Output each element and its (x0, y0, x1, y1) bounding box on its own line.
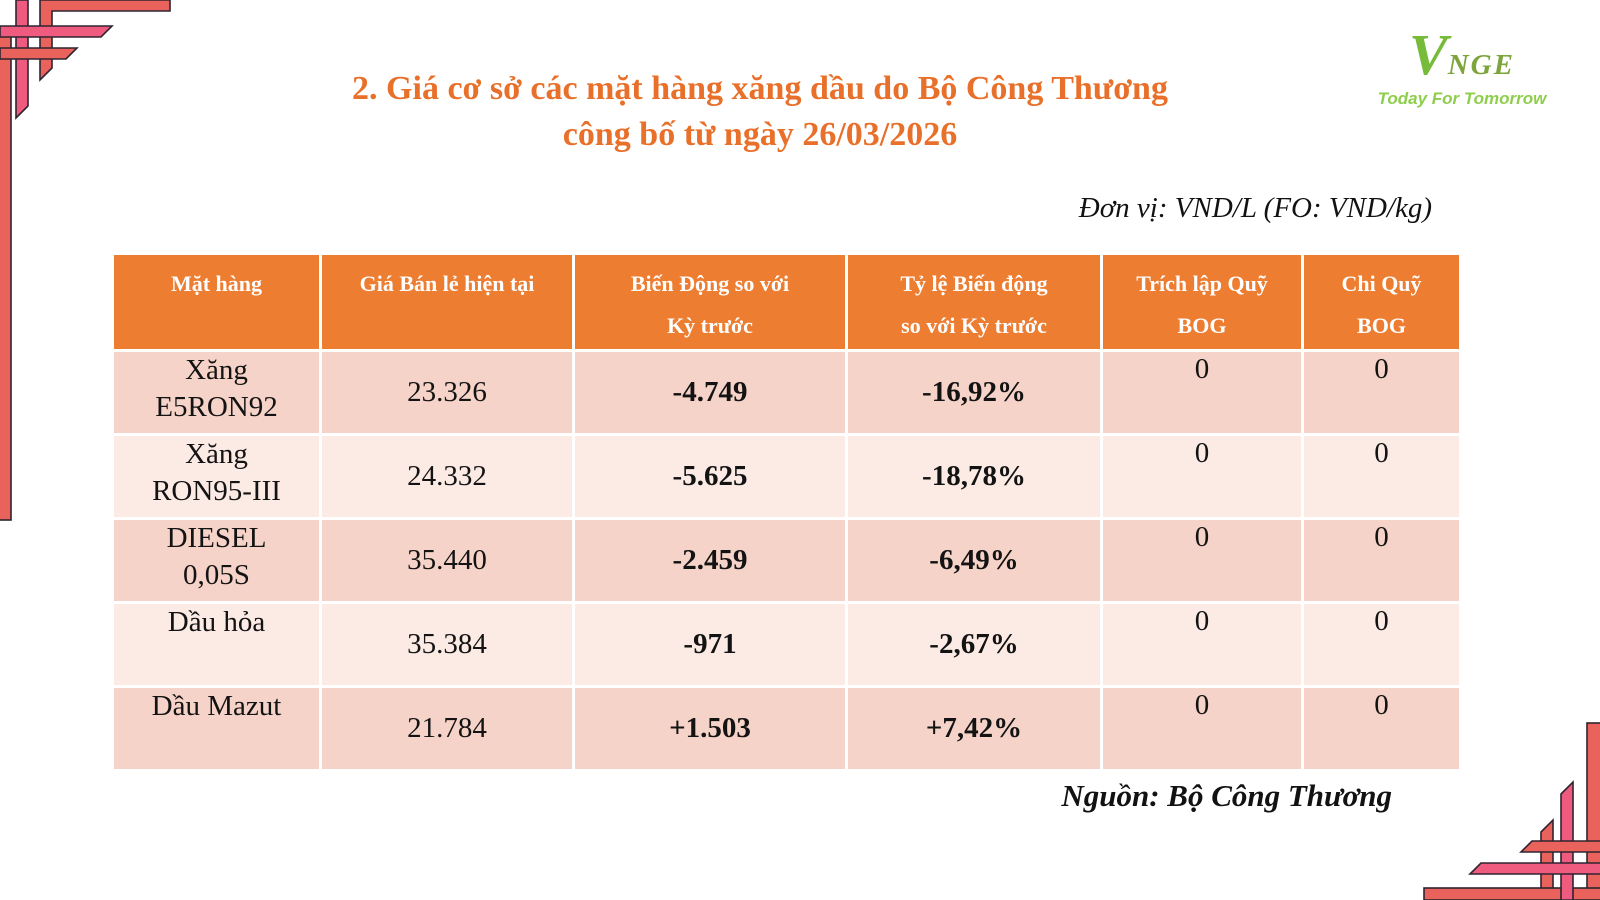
corner-ornament-bottom-right (1423, 722, 1600, 900)
page-title: 2. Giá cơ sở các mặt hàng xăng dầu do Bộ… (200, 66, 1320, 157)
cell-retail-price: 35.384 (322, 604, 572, 685)
column-header-bog-spend: Chi Quỹ BOG (1304, 255, 1459, 349)
price-table-body: Xăng E5RON92 23.326 -4.749 -16,92% 0 0 Xăng RON9… (114, 352, 1459, 769)
cell-change: -2.459 (575, 520, 845, 601)
cell-change: -5.625 (575, 436, 845, 517)
cell-change: +1.503 (575, 688, 845, 769)
cell-bog-spend: 0 (1304, 352, 1459, 433)
cell-bog-spend: 0 (1304, 436, 1459, 517)
brand-name: VNGE (1372, 26, 1552, 84)
cell-retail-price: 24.332 (322, 436, 572, 517)
cell-change-pct: -18,78% (848, 436, 1100, 517)
cell-retail-price: 23.326 (322, 352, 572, 433)
brand-name-rest: NGE (1447, 49, 1515, 81)
cell-bog-set-aside: 0 (1103, 604, 1301, 685)
column-header-change: Biến Động so với Kỳ trước (575, 255, 845, 349)
cell-retail-price: 21.784 (322, 688, 572, 769)
brand-tagline: Today For Tomorrow (1377, 89, 1547, 108)
brand-logo: VNGE Today For Tomorrow (1372, 26, 1552, 109)
cell-change-pct: +7,42% (848, 688, 1100, 769)
cell-retail-price: 35.440 (322, 520, 572, 601)
cell-change: -971 (575, 604, 845, 685)
table-row: Dầu hỏa 35.384 -971 -2,67% 0 0 (114, 604, 1459, 685)
price-table-head: Mặt hàng Giá Bán lẻ hiện tại Biến Động so … (114, 255, 1459, 349)
page-title-line2: công bố từ ngày 26/03/2026 (562, 115, 958, 153)
cell-bog-set-aside: 0 (1103, 436, 1301, 517)
cell-product-name: Dầu hỏa (114, 604, 319, 685)
table-row: Dầu Mazut 21.784 +1.503 +7,42% 0 0 (114, 688, 1459, 769)
table-row: DIESEL 0,05S 35.440 -2.459 -6,49% 0 0 (114, 520, 1459, 601)
column-header-retail-price: Giá Bán lẻ hiện tại (322, 255, 572, 349)
unit-note: Đơn vị: VND/L (FO: VND/kg) (1078, 192, 1432, 224)
price-table: Mặt hàng Giá Bán lẻ hiện tại Biến Động so … (111, 252, 1462, 772)
column-header-product: Mặt hàng (114, 255, 319, 349)
brand-v-mark: V (1409, 22, 1448, 87)
column-header-change-pct: Tỷ lệ Biến động so với Kỳ trước (848, 255, 1100, 349)
table-row: Xăng RON95-III 24.332 -5.625 -18,78% 0 0 (114, 436, 1459, 517)
cell-bog-spend: 0 (1304, 688, 1459, 769)
corner-ornament-top-left (0, 0, 171, 521)
cell-change-pct: -16,92% (848, 352, 1100, 433)
cell-bog-spend: 0 (1304, 604, 1459, 685)
page-title-line1: 2. Giá cơ sở các mặt hàng xăng dầu do Bộ… (352, 70, 1168, 107)
cell-change-pct: -6,49% (848, 520, 1100, 601)
cell-bog-set-aside: 0 (1103, 688, 1301, 769)
cell-bog-set-aside: 0 (1103, 352, 1301, 433)
column-header-bog-set-aside: Trích lập Quỹ BOG (1103, 255, 1301, 349)
cell-product-name: Xăng E5RON92 (114, 352, 319, 433)
cell-change: -4.749 (575, 352, 845, 433)
cell-change-pct: -2,67% (848, 604, 1100, 685)
cell-bog-set-aside: 0 (1103, 520, 1301, 601)
cell-product-name: Xăng RON95-III (114, 436, 319, 517)
source-note: Nguồn: Bộ Công Thương (1061, 778, 1392, 813)
cell-bog-spend: 0 (1304, 520, 1459, 601)
table-row: Xăng E5RON92 23.326 -4.749 -16,92% 0 0 (114, 352, 1459, 433)
cell-product-name: DIESEL 0,05S (114, 520, 319, 601)
cell-product-name: Dầu Mazut (114, 688, 319, 769)
